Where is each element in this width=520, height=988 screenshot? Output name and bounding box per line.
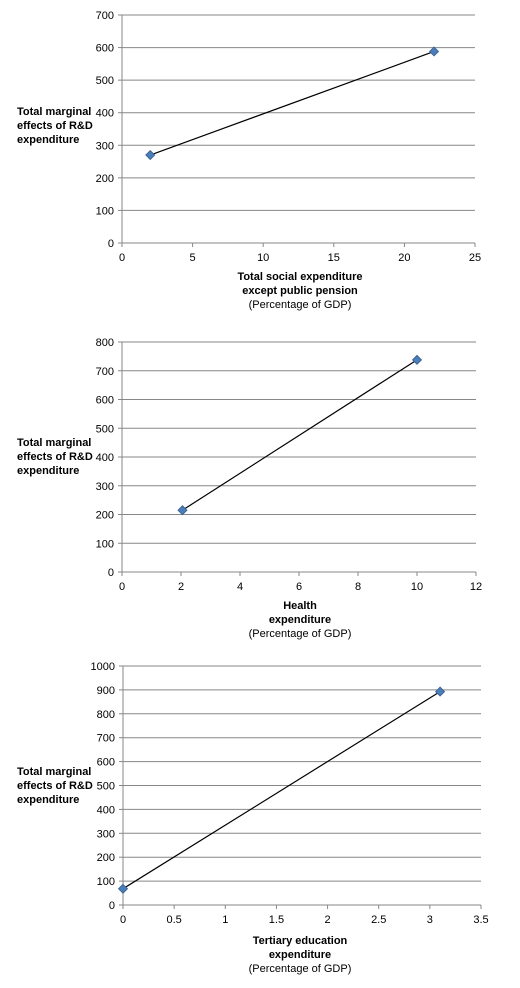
x-tick-label: 3.5 xyxy=(473,914,488,926)
x-tick-label: 8 xyxy=(355,581,361,593)
x-tick-label: 25 xyxy=(469,252,481,264)
y-tick-label: 400 xyxy=(97,804,115,816)
x-tick-label: 2.5 xyxy=(371,914,386,926)
y-tick-label: 100 xyxy=(97,876,115,888)
series-line xyxy=(182,359,418,511)
x-tick-label: 10 xyxy=(257,252,269,264)
chart-1-xlabel-block: Health expenditure (Percentage of GDP) xyxy=(110,599,490,641)
y-tick-label: 300 xyxy=(96,140,114,152)
y-tick-label: 200 xyxy=(97,852,115,864)
chart-0-xlabel-block: Total social expenditure except public p… xyxy=(110,270,490,312)
y-tick-label: 400 xyxy=(96,108,114,120)
data-point-marker xyxy=(145,149,156,161)
chart-2-ylabel: Total marginal effects of R&D expenditur… xyxy=(17,766,93,806)
data-point-marker xyxy=(411,354,423,365)
x-tick-label: 2 xyxy=(325,914,331,926)
y-tick-label: 200 xyxy=(96,173,114,185)
x-tick-label: 10 xyxy=(411,581,423,593)
data-point-marker xyxy=(117,883,129,894)
y-tick-label: 600 xyxy=(97,757,115,769)
chart-0-ylabel: Total marginal effects of R&D expenditur… xyxy=(17,106,93,146)
chart-0-xlabel-sub: (Percentage of GDP) xyxy=(248,299,352,311)
x-tick-label: 1 xyxy=(222,914,228,926)
chart-tertiary-education: 0 100 200 300 400 500 600 700 800 900 1000 0 0.5 1 1.5… xyxy=(0,655,520,988)
x-tick-label: 12 xyxy=(470,581,482,593)
x-tick-label: 0.5 xyxy=(166,914,181,926)
x-tick-label: 5 xyxy=(190,252,196,264)
series-line xyxy=(150,50,435,156)
y-tick-label: 500 xyxy=(96,75,114,87)
chart-2-xlabel-block: Tertiary education expenditure (Percenta… xyxy=(110,934,490,976)
chart-2-plot: 0 100 200 300 400 500 600 700 800 900 1000 0 0.5 1 1.5… xyxy=(91,661,489,926)
chart-1-ylabel: Total marginal effects of R&D expenditur… xyxy=(17,437,93,477)
y-tick-label: 0 xyxy=(108,238,114,250)
y-tick-label: 800 xyxy=(96,337,114,349)
chart-0-xlabel: Total social expenditure except public p… xyxy=(237,271,363,297)
chart-social-expenditure: 0 100 200 300 400 500 600 700 0 5 10 15 20 25 Total m… xyxy=(0,0,520,325)
x-tick-label: 4 xyxy=(237,581,243,593)
y-tick-label: 500 xyxy=(96,423,114,435)
y-tick-label: 800 xyxy=(97,709,115,721)
y-tick-label: 700 xyxy=(96,366,114,378)
data-point-marker xyxy=(428,46,440,57)
chart-1-plot: 0 100 200 300 400 500 600 700 800 0 2 4 6 8 10 12 xyxy=(96,337,482,593)
x-tick-label: 0 xyxy=(119,252,125,264)
x-tick-label: 15 xyxy=(328,252,340,264)
y-tick-label: 300 xyxy=(97,828,115,840)
chart-2-xlabel-sub: (Percentage of GDP) xyxy=(248,963,352,975)
y-tick-label: 400 xyxy=(96,452,114,464)
y-tick-label: 100 xyxy=(96,538,114,550)
data-point-marker xyxy=(177,505,188,516)
x-tick-label: 1.5 xyxy=(269,914,284,926)
chart-2-xlabel: Tertiary education expenditure xyxy=(252,935,348,961)
series-line xyxy=(122,691,441,890)
chart-1-xlabel-sub: (Percentage of GDP) xyxy=(248,628,352,640)
data-point-marker xyxy=(435,686,446,697)
y-tick-label: 600 xyxy=(96,395,114,407)
y-tick-label: 0 xyxy=(108,567,114,579)
chart-1-xlabel: Health expenditure xyxy=(268,600,332,626)
y-tick-label: 200 xyxy=(96,510,114,522)
x-tick-label: 20 xyxy=(398,252,410,264)
y-tick-label: 700 xyxy=(96,10,114,22)
x-tick-label: 0 xyxy=(120,914,126,926)
x-tick-label: 0 xyxy=(119,581,125,593)
y-tick-label: 1000 xyxy=(91,661,115,673)
x-tick-label: 2 xyxy=(178,581,184,593)
y-tick-label: 700 xyxy=(97,733,115,745)
y-tick-label: 300 xyxy=(96,481,114,493)
chart-health-expenditure: 0 100 200 300 400 500 600 700 800 0 2 4 6 8 10 12 Total… xyxy=(0,330,520,652)
y-tick-label: 600 xyxy=(96,43,114,55)
x-tick-label: 6 xyxy=(296,581,302,593)
chart-0-plot: 0 100 200 300 400 500 600 700 0 5 10 15 20 25 xyxy=(96,10,481,264)
y-tick-label: 900 xyxy=(97,685,115,697)
x-tick-label: 3 xyxy=(427,914,433,926)
y-tick-label: 100 xyxy=(96,205,114,217)
y-tick-label: 0 xyxy=(109,900,115,912)
y-tick-label: 500 xyxy=(97,781,115,793)
